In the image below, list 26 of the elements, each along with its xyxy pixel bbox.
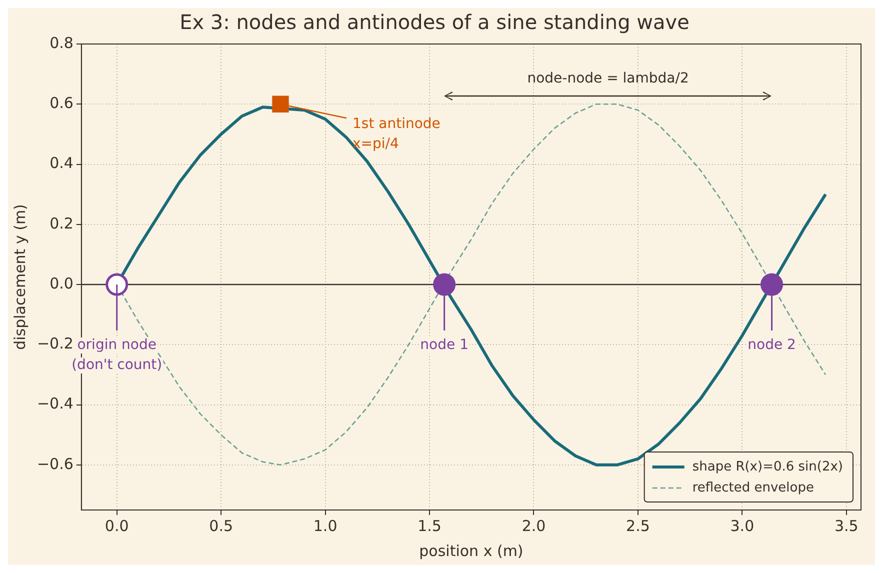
y-tick-label: −0.6	[36, 454, 74, 473]
y-tick-label: 0.0	[50, 274, 74, 292]
y-tick-label: 0.6	[50, 94, 74, 112]
x-tick-label: 3.5	[834, 516, 858, 535]
y-tick-label: −0.2	[36, 334, 74, 353]
annotation: node-node = lambda/2	[527, 70, 689, 87]
x-tick-label: 3.0	[730, 516, 754, 535]
legend-label: shape R(x)=0.6 sin(2x)	[692, 459, 844, 474]
y-tick-label: 0.4	[50, 154, 74, 172]
annotation: 1st antinode x=pi/4	[352, 116, 440, 152]
annotation: node 2	[748, 337, 796, 354]
x-tick-label: 1.0	[313, 516, 338, 535]
x-tick-label: 0.0	[104, 516, 129, 535]
y-tick-label: 0.2	[50, 214, 74, 232]
x-tick-label: 0.5	[209, 516, 234, 535]
chart-title: Ex 3: nodes and antinodes of a sine standing wave	[180, 10, 690, 34]
y-axis-title: displacement y (m)	[10, 204, 29, 350]
annotation: node 1	[420, 337, 468, 354]
x-tick-label: 2.5	[626, 516, 650, 535]
x-tick-label: 1.5	[418, 516, 442, 535]
x-tick-label: 2.0	[522, 516, 546, 535]
x-axis-title: position x (m)	[419, 542, 524, 560]
annotation: origin node (don't count)	[72, 337, 162, 374]
y-tick-label: −0.4	[36, 394, 74, 413]
y-tick-label: 0.8	[50, 34, 74, 52]
legend-label: reflected envelope	[692, 480, 814, 496]
